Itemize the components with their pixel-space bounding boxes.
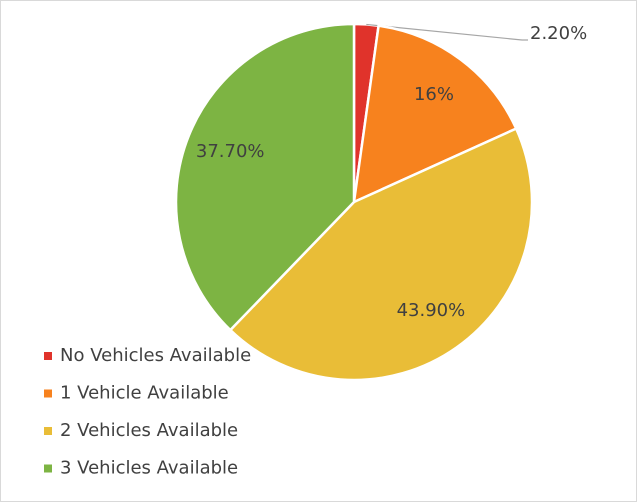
legend-label: No Vehicles Available bbox=[60, 345, 251, 366]
pie-slice bbox=[174, 22, 356, 332]
pie-slice bbox=[228, 126, 534, 382]
data-label: 37.70% bbox=[196, 141, 265, 162]
legend-label: 2 Vehicles Available bbox=[60, 420, 238, 441]
data-label: 16% bbox=[414, 84, 454, 105]
data-label: 2.20% bbox=[530, 23, 587, 44]
legend-swatch bbox=[44, 427, 52, 435]
pie-slice bbox=[352, 24, 518, 205]
leader-line bbox=[366, 23, 528, 41]
legend-swatch bbox=[44, 352, 52, 360]
legend-swatch bbox=[44, 389, 52, 398]
data-label: 43.90% bbox=[397, 300, 466, 321]
legend-swatch bbox=[44, 464, 52, 473]
legend-label: 1 Vehicle Available bbox=[60, 383, 229, 404]
legend-label: 3 Vehicles Available bbox=[60, 458, 238, 479]
